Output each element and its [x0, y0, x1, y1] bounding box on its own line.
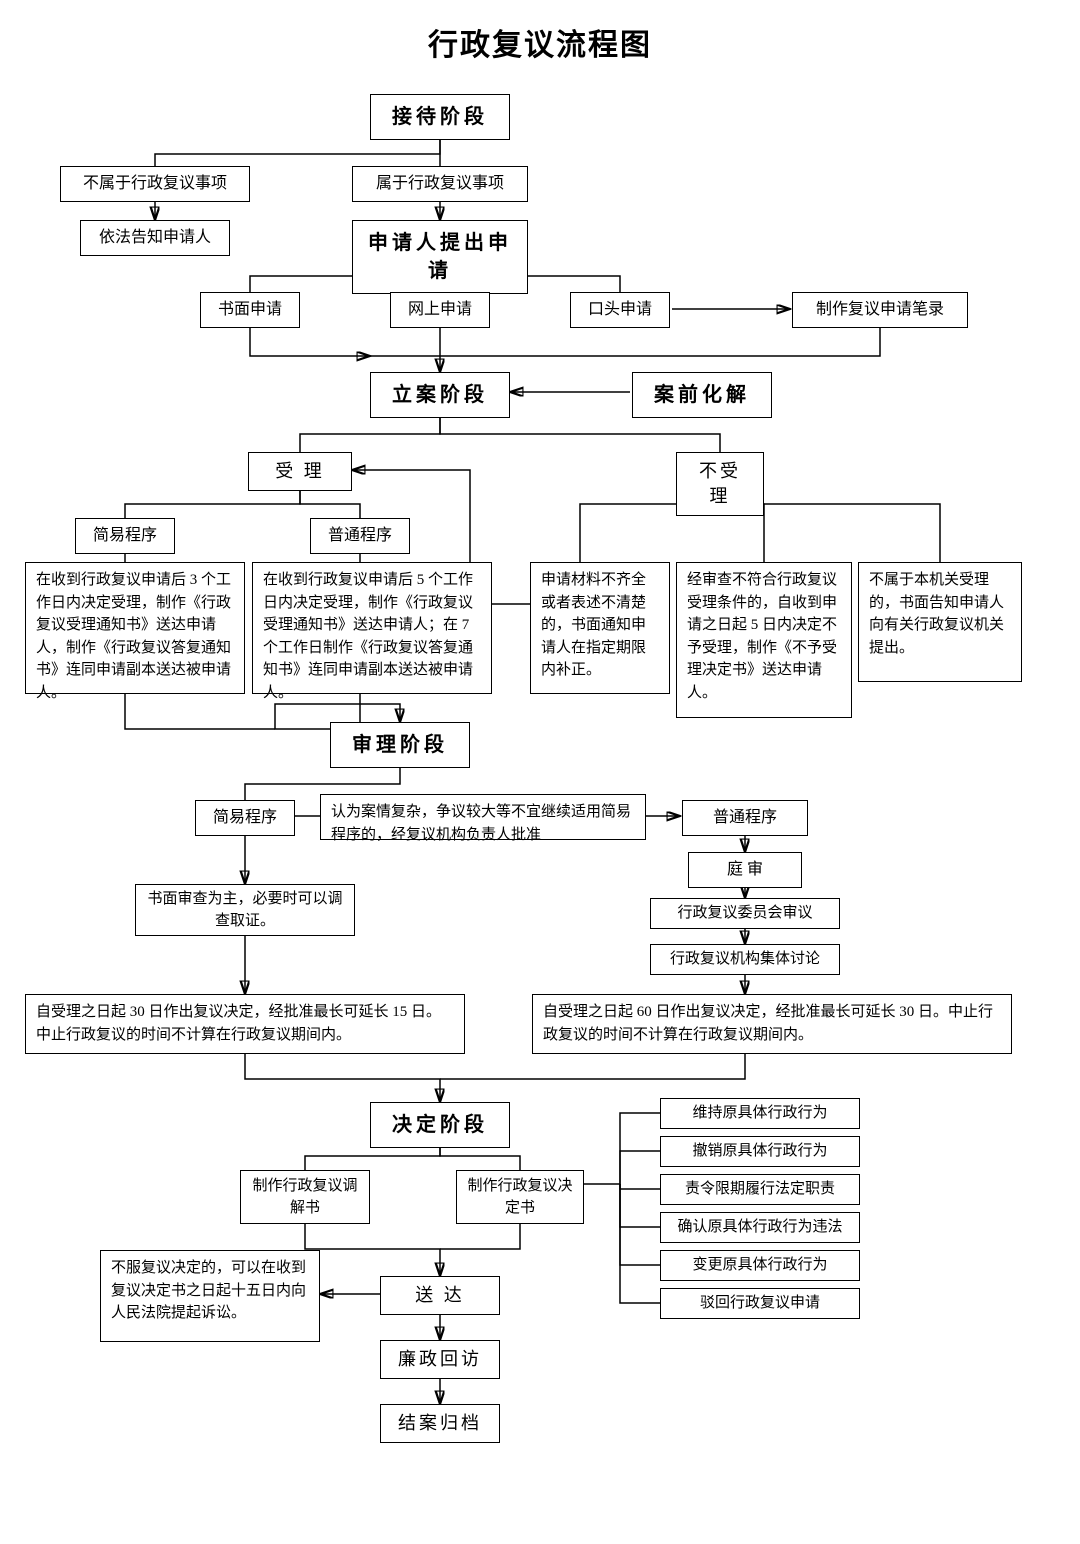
node-filing: 立案阶段 [370, 372, 510, 418]
node-decision-doc: 制作行政复议决定书 [456, 1170, 584, 1224]
node-not-accept: 不受理 [676, 452, 764, 516]
node-belong: 属于行政复议事项 [352, 166, 528, 202]
node-archive: 结案归档 [380, 1404, 500, 1443]
node-incomplete: 申请材料不齐全或者表述不清楚的，书面通知申请人在指定期限内补正。 [530, 562, 670, 694]
node-normal1-desc: 在收到行政复议申请后 5 个工作日内决定受理，制作《行政复议受理通知书》送达申请… [252, 562, 492, 694]
node-complex: 认为案情复杂，争议较大等不宜继续适用简易程序的，经复议机构负责人批准 [320, 794, 646, 840]
node-60days: 自受理之日起 60 日作出复议决定，经批准最长可延长 30 日。中止行政复议的时… [532, 994, 1012, 1054]
diagram-title: 行政复议流程图 [20, 20, 1060, 64]
node-oral-app: 口头申请 [570, 292, 670, 328]
node-out5: 变更原具体行政行为 [660, 1250, 860, 1281]
node-disagree: 不服复议决定的，可以在收到复议决定书之日起十五日内向人民法院提起诉讼。 [100, 1250, 320, 1342]
node-decision: 决定阶段 [370, 1102, 510, 1148]
node-accept: 受 理 [248, 452, 352, 491]
node-written-app: 书面申请 [200, 292, 300, 328]
node-reception: 接待阶段 [370, 94, 510, 140]
node-online-app: 网上申请 [390, 292, 490, 328]
node-written-review: 书面审查为主，必要时可以调查取证。 [135, 884, 355, 936]
node-record: 制作复议申请笔录 [792, 292, 968, 328]
node-deliver: 送 达 [380, 1276, 500, 1315]
node-out6: 驳回行政复议申请 [660, 1288, 860, 1319]
node-mediation: 制作行政复议调解书 [240, 1170, 370, 1224]
node-simple1: 简易程序 [75, 518, 175, 554]
node-out1: 维持原具体行政行为 [660, 1098, 860, 1129]
node-committee: 行政复议委员会审议 [650, 898, 840, 929]
node-normal2: 普通程序 [682, 800, 808, 836]
node-trial: 审理阶段 [330, 722, 470, 768]
node-normal1: 普通程序 [310, 518, 410, 554]
node-simple2: 简易程序 [195, 800, 295, 836]
node-apply: 申请人提出申请 [352, 220, 528, 294]
node-collective: 行政复议机构集体讨论 [650, 944, 840, 975]
node-precase: 案前化解 [632, 372, 772, 418]
node-inform: 依法告知申请人 [80, 220, 230, 256]
node-out2: 撤销原具体行政行为 [660, 1136, 860, 1167]
node-reject-cond: 经审查不符合行政复议受理条件的，自收到申请之日起 5 日内决定不予受理，制作《不… [676, 562, 852, 718]
node-not-belong: 不属于行政复议事项 [60, 166, 250, 202]
node-out4: 确认原具体行政行为违法 [660, 1212, 860, 1243]
node-30days: 自受理之日起 30 日作出复议决定，经批准最长可延长 15 日。中止行政复议的时… [25, 994, 465, 1054]
node-not-this: 不属于本机关受理的，书面告知申请人向有关行政复议机关提出。 [858, 562, 1022, 682]
flowchart-canvas: 接待阶段 不属于行政复议事项 属于行政复议事项 依法告知申请人 申请人提出申请 … [20, 94, 1060, 1524]
node-simple1-desc: 在收到行政复议申请后 3 个工作日内决定受理，制作《行政复议受理通知书》送达申请… [25, 562, 245, 694]
node-integrity: 廉政回访 [380, 1340, 500, 1379]
node-court: 庭 审 [688, 852, 802, 888]
node-out3: 责令限期履行法定职责 [660, 1174, 860, 1205]
